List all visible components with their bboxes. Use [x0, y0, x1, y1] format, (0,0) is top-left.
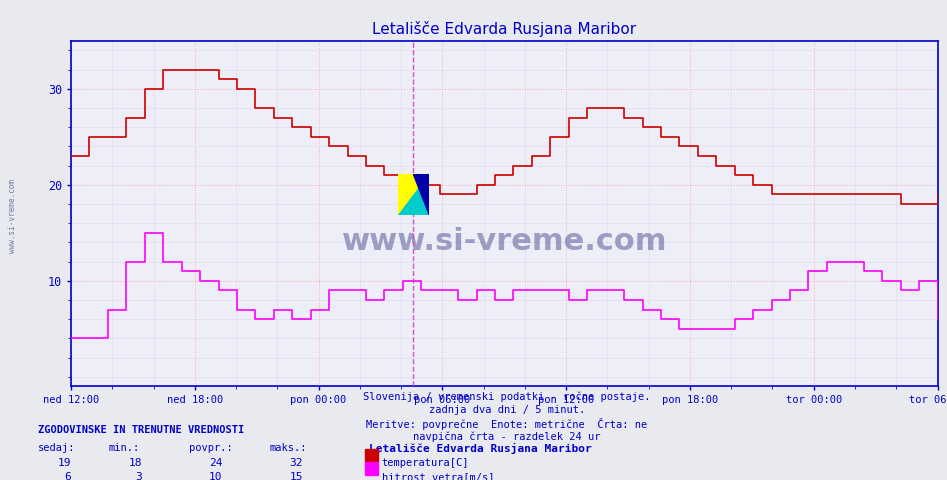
- Text: temperatura[C]: temperatura[C]: [382, 458, 469, 468]
- Text: min.:: min.:: [109, 443, 140, 453]
- Text: www.si-vreme.com: www.si-vreme.com: [8, 179, 17, 253]
- Title: Letališče Edvarda Rusjana Maribor: Letališče Edvarda Rusjana Maribor: [372, 21, 636, 37]
- Text: 24: 24: [209, 458, 223, 468]
- Text: Meritve: povprečne  Enote: metrične  Črta: ne: Meritve: povprečne Enote: metrične Črta:…: [366, 418, 647, 430]
- Text: www.si-vreme.com: www.si-vreme.com: [342, 227, 667, 256]
- Text: 10: 10: [209, 472, 223, 480]
- Text: 19: 19: [58, 458, 71, 468]
- Text: 15: 15: [290, 472, 303, 480]
- Text: Slovenija / vremenski podatki - ročne postaje.: Slovenija / vremenski podatki - ročne po…: [363, 391, 651, 402]
- Polygon shape: [398, 174, 429, 215]
- Text: ZGODOVINSKE IN TRENUTNE VREDNOSTI: ZGODOVINSKE IN TRENUTNE VREDNOSTI: [38, 425, 244, 435]
- Text: navpična črta - razdelek 24 ur: navpična črta - razdelek 24 ur: [413, 432, 600, 442]
- Text: hitrost vetra[m/s]: hitrost vetra[m/s]: [382, 472, 494, 480]
- Text: 18: 18: [129, 458, 142, 468]
- Text: 3: 3: [135, 472, 142, 480]
- Text: sedaj:: sedaj:: [38, 443, 76, 453]
- Text: 6: 6: [64, 472, 71, 480]
- Text: maks.:: maks.:: [270, 443, 308, 453]
- Polygon shape: [413, 174, 429, 215]
- Text: Letališče Edvarda Rusjana Maribor: Letališče Edvarda Rusjana Maribor: [369, 443, 592, 454]
- Text: 32: 32: [290, 458, 303, 468]
- Text: zadnja dva dni / 5 minut.: zadnja dva dni / 5 minut.: [429, 405, 584, 415]
- Polygon shape: [398, 174, 429, 215]
- Text: povpr.:: povpr.:: [189, 443, 233, 453]
